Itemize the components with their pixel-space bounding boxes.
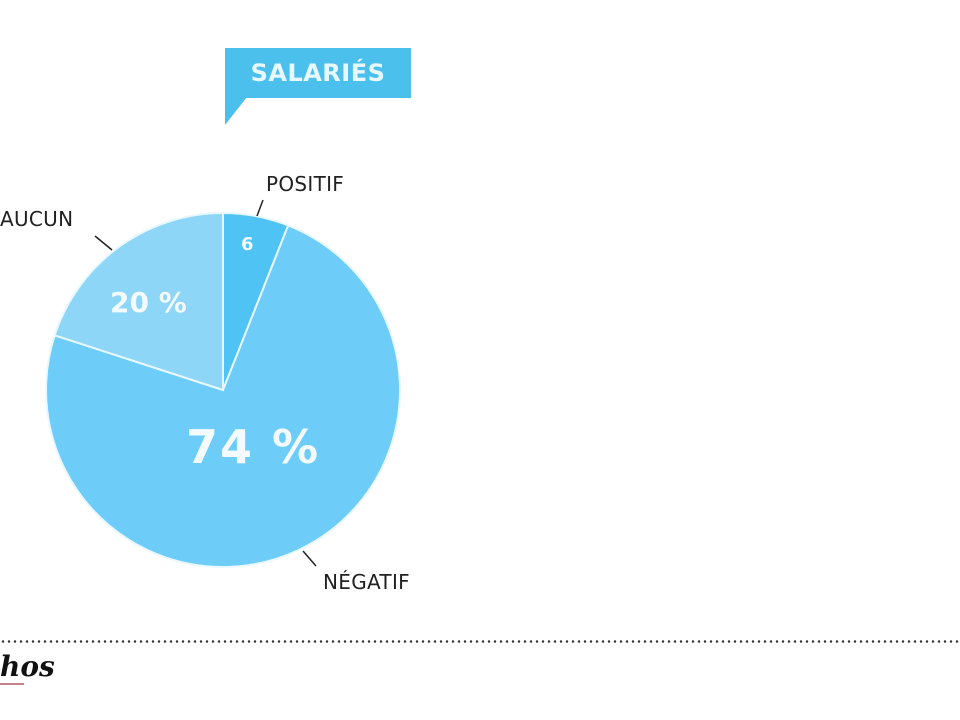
leader-positif (256, 199, 264, 217)
publisher-logo: hos (0, 650, 55, 683)
label-aucun: AUCUN (0, 207, 74, 231)
label-positif: POSITIF (266, 172, 345, 196)
dotted-divider (0, 640, 960, 643)
value-positif: 6 (241, 234, 254, 255)
slice-aucun (53, 211, 224, 392)
value-aucun: 20 % (110, 286, 187, 319)
label-negatif: NÉGATIF (323, 570, 410, 594)
leader-aucun (94, 235, 113, 251)
value-negatif: 74 % (186, 420, 321, 474)
logo-underline (0, 683, 24, 685)
badge-tail (225, 97, 247, 125)
category-badge: SALARIÉS (225, 48, 411, 98)
leader-negatif (302, 550, 317, 567)
badge-label: SALARIÉS (250, 59, 386, 87)
slice-negatif (45, 224, 402, 568)
